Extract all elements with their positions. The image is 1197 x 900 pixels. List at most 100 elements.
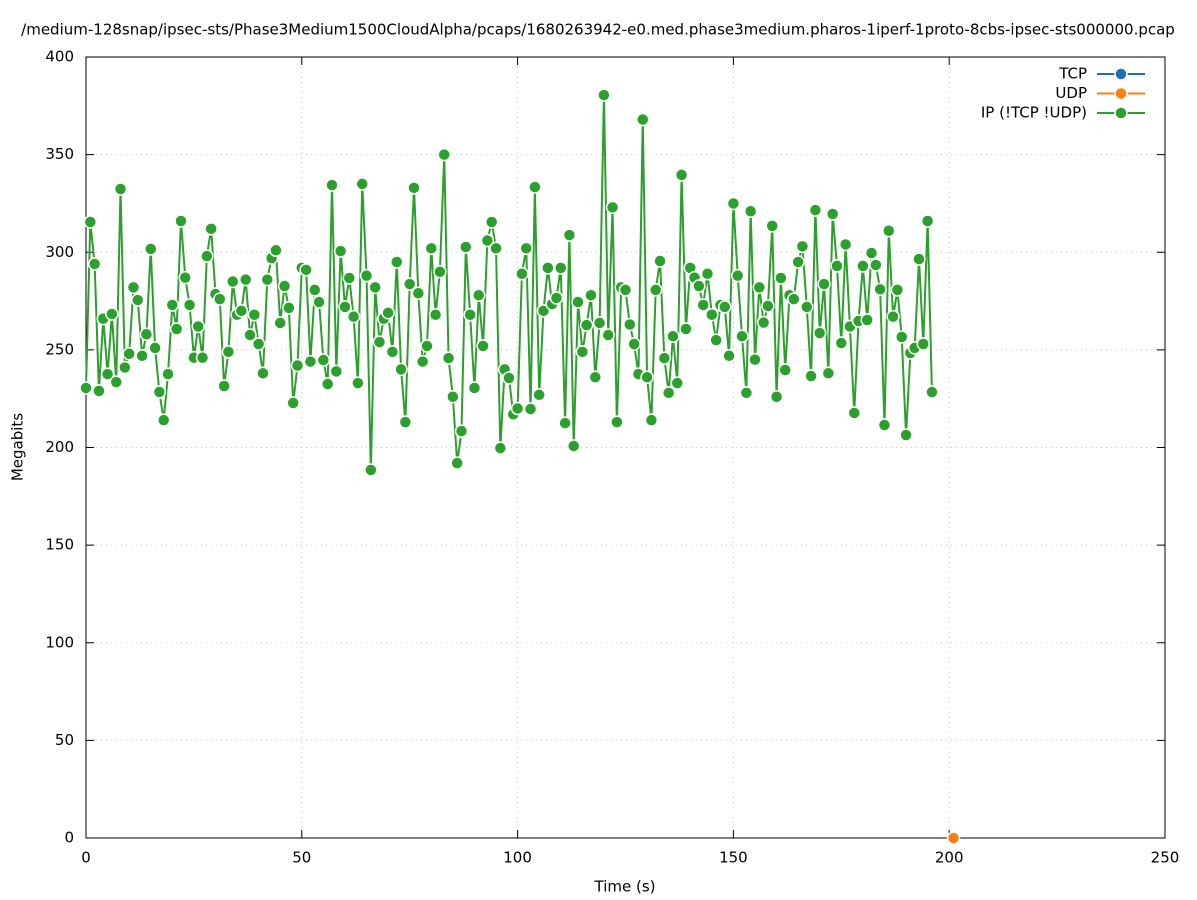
- data-point: [532, 388, 546, 402]
- data-point: [830, 259, 844, 273]
- data-point: [869, 258, 883, 272]
- data-point: [730, 268, 745, 283]
- data-point: [610, 415, 624, 429]
- data-point: [774, 271, 788, 285]
- data-point: [705, 307, 719, 322]
- data-point: [420, 339, 434, 353]
- data-point: [156, 413, 171, 427]
- data-point: [217, 379, 231, 393]
- data-point: [459, 240, 473, 254]
- data-point: [290, 358, 305, 373]
- data-point: [463, 307, 477, 322]
- data-point: [549, 291, 564, 305]
- data-point: [700, 266, 715, 281]
- data-point: [640, 370, 654, 384]
- data-point: [502, 371, 516, 385]
- x-tick-label: 150: [719, 849, 748, 867]
- data-point: [191, 319, 205, 334]
- y-tick-label: 300: [45, 243, 74, 261]
- data-point: [808, 203, 823, 217]
- data-point: [718, 300, 732, 314]
- data-point: [307, 283, 322, 297]
- data-point: [351, 376, 365, 390]
- data-point: [519, 241, 533, 256]
- data-point: [618, 283, 633, 297]
- data-point: [847, 406, 861, 420]
- data-point: [329, 364, 344, 379]
- data-point: [795, 239, 810, 254]
- data-point: [756, 315, 771, 330]
- data-point: [467, 381, 482, 395]
- data-point: [355, 177, 369, 191]
- data-point: [877, 418, 892, 432]
- data-point: [899, 428, 913, 442]
- data-point: [148, 341, 162, 355]
- data-point: [79, 381, 93, 395]
- data-point: [113, 182, 128, 196]
- data-point: [558, 416, 572, 430]
- data-point: [679, 322, 693, 336]
- data-point: [601, 328, 615, 342]
- data-point: [812, 326, 827, 340]
- data-point: [286, 396, 300, 410]
- data-point: [623, 317, 637, 332]
- plot-frame: [85, 56, 1166, 839]
- data-point: [446, 389, 460, 404]
- data-point: [100, 367, 115, 381]
- data-point: [912, 252, 926, 266]
- data-point: [489, 241, 503, 256]
- data-point: [661, 386, 676, 400]
- data-point: [726, 196, 741, 211]
- data-point: [674, 168, 689, 182]
- data-point: [588, 370, 603, 384]
- data-point: [528, 180, 542, 194]
- data-point: [303, 354, 318, 369]
- data-point: [597, 88, 611, 102]
- y-tick-label: 0: [64, 829, 74, 847]
- data-point: [195, 350, 210, 365]
- data-point: [394, 362, 408, 377]
- data-point: [221, 345, 236, 359]
- data-point: [890, 283, 905, 297]
- data-point: [402, 277, 417, 291]
- data-point: [368, 280, 382, 295]
- x-axis-label: Time (s): [594, 878, 656, 896]
- data-point: [592, 316, 607, 330]
- legend-marker: [1114, 106, 1128, 120]
- data-point: [791, 255, 805, 269]
- y-tick-label: 150: [45, 536, 74, 554]
- data-point: [800, 300, 814, 314]
- data-point: [342, 271, 357, 285]
- y-tick-label: 50: [55, 731, 74, 749]
- data-point: [251, 337, 266, 351]
- y-tick-label: 350: [45, 145, 74, 163]
- data-point: [946, 831, 961, 845]
- data-point: [131, 293, 145, 307]
- data-point: [627, 337, 641, 351]
- chart-title: /medium-128snap/ipsec-sts/Phase3Medium15…: [21, 21, 1175, 39]
- data-point: [299, 263, 313, 277]
- data-point: [320, 377, 335, 391]
- data-point: [225, 274, 240, 289]
- data-point: [424, 241, 439, 256]
- data-point: [778, 363, 792, 377]
- data-point: [536, 304, 551, 318]
- data-point: [269, 243, 283, 258]
- x-tick-label: 250: [1151, 849, 1180, 867]
- data-point: [372, 335, 387, 349]
- data-point: [860, 313, 874, 327]
- data-point: [804, 369, 818, 383]
- data-point: [916, 337, 931, 351]
- data-point: [666, 329, 680, 343]
- legend-marker: [1114, 67, 1128, 81]
- data-point: [886, 309, 900, 324]
- data-point: [411, 286, 426, 301]
- data-point: [92, 384, 106, 398]
- data-point: [838, 237, 853, 252]
- data-point: [381, 306, 395, 320]
- data-point: [204, 222, 218, 236]
- data-point: [152, 385, 167, 399]
- data-point: [856, 259, 870, 273]
- data-point: [165, 298, 180, 312]
- data-point: [584, 288, 598, 302]
